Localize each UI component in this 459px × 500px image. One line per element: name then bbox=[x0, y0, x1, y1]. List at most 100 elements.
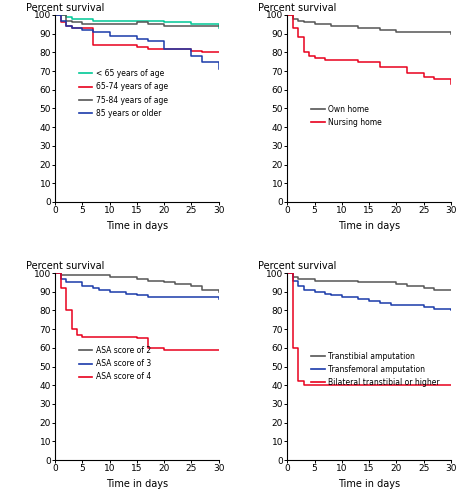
Transfemoral amputation bbox=[365, 298, 371, 304]
ASA score of 3 bbox=[52, 270, 58, 276]
Bilateral transtibial or higher bbox=[289, 345, 295, 351]
85 years or older bbox=[134, 36, 140, 43]
Line: ASA score of 4: ASA score of 4 bbox=[55, 273, 218, 349]
< 65 years of age bbox=[90, 18, 96, 24]
Own home bbox=[311, 22, 317, 28]
ASA score of 3 bbox=[69, 280, 74, 285]
Nursing home bbox=[338, 57, 344, 63]
Line: Bilateral transtibial or higher: Bilateral transtibial or higher bbox=[287, 273, 450, 385]
ASA score of 4 bbox=[58, 285, 63, 291]
< 65 years of age bbox=[58, 12, 63, 18]
Line: < 65 years of age: < 65 years of age bbox=[55, 15, 218, 28]
Transfemoral amputation bbox=[387, 302, 393, 308]
< 65 years of age bbox=[106, 18, 112, 24]
65-74 years of age bbox=[58, 20, 63, 26]
85 years or older bbox=[161, 46, 167, 52]
ASA score of 2 bbox=[58, 272, 63, 278]
Transtibial amputation bbox=[420, 285, 425, 291]
85 years or older bbox=[188, 53, 194, 59]
Line: 65-74 years of age: 65-74 years of age bbox=[55, 15, 218, 52]
Own home bbox=[393, 29, 398, 35]
Transfemoral amputation bbox=[284, 270, 290, 276]
ASA score of 4 bbox=[199, 346, 205, 352]
Own home bbox=[284, 12, 290, 18]
ASA score of 3 bbox=[106, 288, 112, 294]
Bilateral transtibial or higher bbox=[327, 382, 333, 388]
ASA score of 3 bbox=[96, 287, 101, 293]
Nursing home bbox=[295, 34, 300, 40]
< 65 years of age bbox=[145, 18, 150, 24]
85 years or older bbox=[156, 38, 161, 44]
85 years or older bbox=[215, 66, 221, 72]
75-84 years of age bbox=[69, 20, 74, 26]
Line: 75-84 years of age: 75-84 years of age bbox=[55, 15, 218, 26]
65-74 years of age bbox=[145, 46, 150, 52]
Own home bbox=[327, 23, 333, 29]
Nursing home bbox=[327, 57, 333, 63]
Line: Transfemoral amputation: Transfemoral amputation bbox=[287, 273, 450, 310]
X-axis label: Time in days: Time in days bbox=[337, 220, 399, 230]
Bilateral transtibial or higher bbox=[284, 270, 290, 276]
Own home bbox=[338, 23, 344, 29]
Own home bbox=[289, 16, 295, 22]
Transfemoral amputation bbox=[289, 278, 295, 283]
Bilateral transtibial or higher bbox=[338, 382, 344, 388]
Transtibial amputation bbox=[322, 278, 328, 283]
75-84 years of age bbox=[63, 18, 69, 24]
75-84 years of age bbox=[161, 23, 167, 29]
Text: Percent survival: Percent survival bbox=[26, 261, 104, 271]
Nursing home bbox=[447, 81, 453, 87]
75-84 years of age bbox=[199, 23, 205, 29]
ASA score of 4 bbox=[161, 346, 167, 352]
Transtibial amputation bbox=[393, 281, 398, 287]
Nursing home bbox=[322, 57, 328, 63]
ASA score of 2 bbox=[106, 274, 112, 280]
ASA score of 3 bbox=[215, 296, 221, 302]
Nursing home bbox=[355, 58, 360, 64]
Bilateral transtibial or higher bbox=[365, 382, 371, 388]
Bilateral transtibial or higher bbox=[300, 382, 306, 388]
Nursing home bbox=[431, 76, 436, 82]
< 65 years of age bbox=[63, 14, 69, 20]
Transfemoral amputation bbox=[355, 296, 360, 302]
Own home bbox=[420, 29, 425, 35]
Transtibial amputation bbox=[284, 270, 290, 276]
ASA score of 3 bbox=[199, 294, 205, 300]
Transtibial amputation bbox=[289, 274, 295, 280]
Nursing home bbox=[403, 70, 409, 76]
85 years or older bbox=[210, 58, 216, 64]
85 years or older bbox=[58, 18, 63, 24]
ASA score of 2 bbox=[79, 272, 85, 278]
ASA score of 3 bbox=[188, 294, 194, 300]
85 years or older bbox=[145, 38, 150, 44]
85 years or older bbox=[52, 12, 58, 18]
Own home bbox=[387, 27, 393, 33]
75-84 years of age bbox=[134, 20, 140, 26]
Own home bbox=[365, 25, 371, 31]
Line: Own home: Own home bbox=[287, 15, 450, 34]
Line: Nursing home: Nursing home bbox=[287, 15, 450, 84]
85 years or older bbox=[63, 23, 69, 29]
Text: Percent survival: Percent survival bbox=[257, 261, 336, 271]
Own home bbox=[403, 29, 409, 35]
Transfemoral amputation bbox=[447, 308, 453, 314]
65-74 years of age bbox=[63, 23, 69, 29]
ASA score of 3 bbox=[123, 290, 129, 296]
ASA score of 3 bbox=[63, 280, 69, 285]
Transtibial amputation bbox=[447, 287, 453, 293]
Transtibial amputation bbox=[300, 276, 306, 281]
< 65 years of age bbox=[161, 20, 167, 26]
65-74 years of age bbox=[106, 42, 112, 48]
ASA score of 2 bbox=[188, 283, 194, 289]
Nursing home bbox=[376, 64, 382, 70]
Transfemoral amputation bbox=[295, 283, 300, 289]
ASA score of 4 bbox=[74, 332, 79, 338]
75-84 years of age bbox=[156, 22, 161, 28]
Bilateral transtibial or higher bbox=[420, 382, 425, 388]
Bilateral transtibial or higher bbox=[447, 382, 453, 388]
65-74 years of age bbox=[161, 46, 167, 52]
ASA score of 2 bbox=[96, 272, 101, 278]
Transfemoral amputation bbox=[338, 294, 344, 300]
ASA score of 2 bbox=[52, 270, 58, 276]
Nursing home bbox=[300, 50, 306, 56]
